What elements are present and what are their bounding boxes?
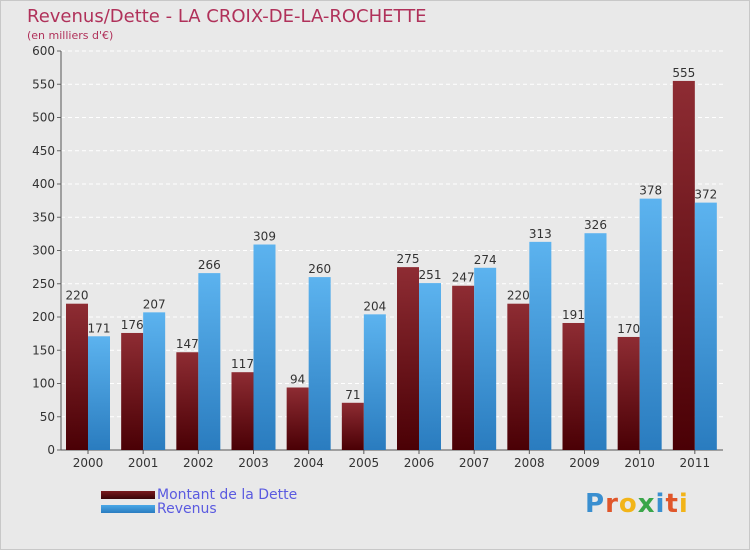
- y-tick-label: 400: [32, 177, 55, 191]
- legend-swatch-dette: [101, 491, 155, 499]
- data-label: 326: [584, 218, 607, 232]
- x-tick-label: 2007: [459, 456, 490, 470]
- legend-label-revenus: Revenus: [157, 501, 217, 517]
- bar-revenus: [88, 336, 110, 450]
- logo-letter: r: [605, 489, 619, 519]
- bar-dette: [397, 267, 419, 450]
- bar-revenus: [253, 244, 276, 450]
- x-tick-label: 2000: [73, 456, 104, 470]
- bar-revenus: [363, 314, 386, 450]
- bar-revenus: [198, 273, 221, 450]
- y-tick-label: 550: [32, 77, 55, 91]
- y-tick-label: 450: [32, 144, 55, 158]
- y-tick-label: 350: [32, 210, 55, 224]
- data-label: 266: [198, 258, 221, 272]
- logo-letter: i: [655, 489, 666, 519]
- data-label: 71: [345, 388, 360, 402]
- x-tick-label: 2010: [624, 456, 655, 470]
- y-tick-label: 100: [32, 377, 55, 391]
- data-label: 147: [176, 337, 199, 351]
- data-label: 94: [290, 372, 305, 386]
- bar-dette: [617, 336, 640, 450]
- proxiti-logo: Proxiti: [585, 489, 689, 519]
- bar-dette: [507, 303, 530, 450]
- data-label: 313: [529, 227, 552, 241]
- data-label: 251: [419, 268, 442, 282]
- logo-letter: P: [585, 489, 606, 519]
- logo-letter: o: [618, 489, 638, 519]
- y-tick-label: 50: [40, 410, 55, 424]
- bar-revenus: [639, 198, 662, 450]
- chart-title: Revenus/Dette - LA CROIX-DE-LA-ROCHETTE: [27, 6, 427, 27]
- x-tick-label: 2002: [183, 456, 214, 470]
- data-label: 171: [88, 321, 111, 335]
- data-label: 191: [562, 308, 585, 322]
- legend-swatch-revenus: [101, 505, 155, 513]
- data-label: 204: [363, 299, 386, 313]
- x-tick-label: 2004: [293, 456, 324, 470]
- y-tick-label: 500: [32, 111, 55, 125]
- x-tick-label: 2006: [404, 456, 435, 470]
- data-label: 378: [639, 184, 662, 198]
- bar-revenus: [419, 283, 441, 450]
- data-label: 220: [66, 289, 89, 303]
- y-tick-label: 600: [32, 44, 55, 58]
- bar-revenus: [529, 241, 552, 450]
- y-tick-label: 150: [32, 343, 55, 357]
- legend-label-dette: Montant de la Dette: [157, 487, 298, 503]
- x-tick-label: 2009: [569, 456, 600, 470]
- data-label: 207: [143, 297, 166, 311]
- x-tick-label: 2008: [514, 456, 545, 470]
- y-tick-label: 200: [32, 310, 55, 324]
- x-tick-label: 2001: [128, 456, 159, 470]
- bar-revenus: [143, 312, 166, 450]
- x-tick-label: 2003: [238, 456, 269, 470]
- bar-dette: [562, 322, 585, 450]
- y-tick-label: 250: [32, 277, 55, 291]
- logo-letter: i: [678, 489, 689, 519]
- bar-revenus: [308, 277, 331, 450]
- bar-dette: [231, 372, 254, 450]
- data-label: 247: [452, 271, 475, 285]
- bar-dette: [341, 402, 364, 450]
- bar-revenus: [474, 267, 497, 450]
- data-label: 260: [308, 262, 331, 276]
- data-label: 170: [617, 322, 640, 336]
- bar-dette: [121, 332, 144, 450]
- data-label: 274: [474, 253, 497, 267]
- bar-revenus: [584, 233, 607, 450]
- data-label: 220: [507, 289, 530, 303]
- data-label: 117: [231, 357, 254, 371]
- bar-dette: [452, 285, 475, 450]
- y-tick-label: 0: [47, 443, 55, 457]
- logo-letter: x: [637, 489, 656, 519]
- bar-revenus: [694, 202, 717, 450]
- bar-dette: [176, 352, 199, 450]
- y-tick-label: 300: [32, 244, 55, 258]
- bar-dette: [286, 387, 309, 450]
- x-tick-label: 2011: [680, 456, 711, 470]
- x-tick-label: 2005: [349, 456, 380, 470]
- bar-dette: [66, 303, 88, 450]
- data-label: 176: [121, 318, 144, 332]
- data-label: 275: [397, 252, 420, 266]
- chart-subtitle: (en milliers d'€): [27, 29, 114, 42]
- logo-letter: t: [665, 489, 679, 519]
- bar-dette: [672, 80, 695, 451]
- data-label: 555: [672, 66, 695, 80]
- data-label: 309: [253, 230, 276, 244]
- data-label: 372: [694, 188, 717, 202]
